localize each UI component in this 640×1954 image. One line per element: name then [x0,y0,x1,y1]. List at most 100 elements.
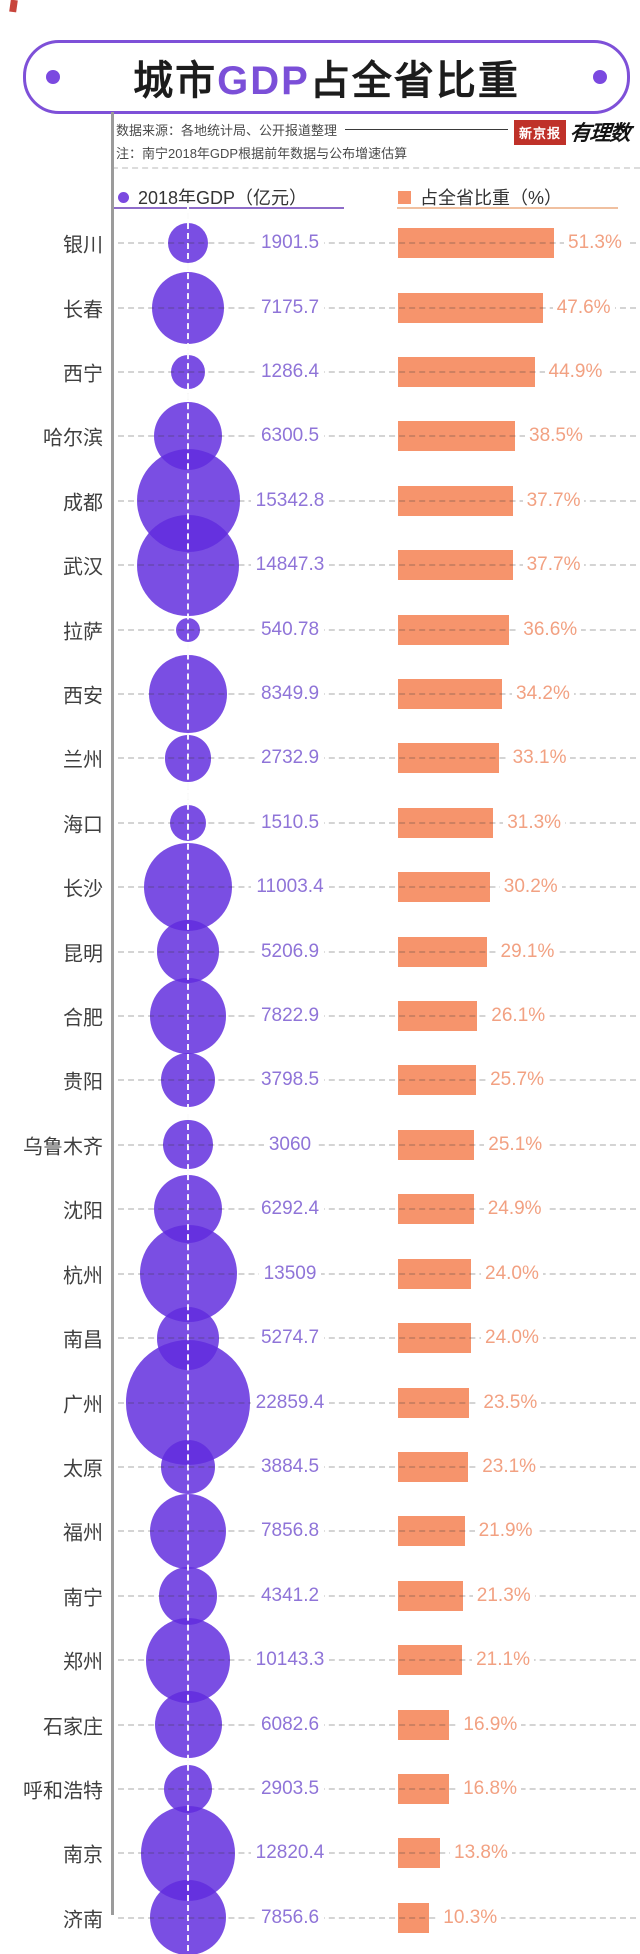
share-value: 13.8% [450,1842,512,1864]
gdp-value: 6300.5 [229,425,351,447]
axis-line [111,112,114,1915]
share-value: 23.1% [478,1455,541,1478]
city-label: 海口 [63,814,103,837]
gdp-value: 2732.9 [229,747,351,769]
share-value: 24.0% [481,1262,543,1285]
row: 成都 15342.8 37.7% [0,449,640,553]
row: 贵阳 3798.5 25.7% [0,1048,640,1112]
city-label: 长沙 [63,878,103,901]
share-bar [398,743,499,774]
gdp-value: 22859.4 [229,1391,351,1414]
title-highlight: GDP [217,59,310,103]
share-bar [398,936,487,967]
share-value: 10.3% [439,1906,502,1929]
share-value: 51.3% [564,232,626,254]
city-label: 西安 [63,685,103,708]
share-value: 47.6% [552,296,615,319]
row: 长沙 11003.4 30.2% [0,843,640,932]
gdp-value: 7856.6 [229,1906,351,1929]
row: 南宁 4341.2 21.3% [0,1564,640,1628]
share-bar [398,1709,450,1740]
row: 广州 22859.4 23.5% [0,1340,640,1465]
legend-gdp: 2018年GDP（亿元） [118,184,307,210]
share-bar [398,1065,477,1096]
row-leader-line [118,1272,636,1275]
share-value: 21.3% [472,1584,535,1607]
title-suffix: 占全省比重 [309,59,520,103]
legend-gdp-underline [114,207,344,209]
row-leader-line [118,371,636,374]
row: 银川 1901.5 51.3% [0,211,640,275]
gdp-value: 8349.9 [229,683,351,705]
share-value: 31.3% [503,811,566,834]
share-bar [398,1001,478,1032]
city-label: 武汉 [63,556,103,579]
share-bar [398,1645,463,1676]
share-value: 38.5% [525,425,587,447]
row-leader-line [118,1143,636,1146]
share-bar [398,228,554,259]
share-bar [398,550,513,581]
row: 武汉 14847.3 37.7% [0,514,640,616]
row: 兰州 2732.9 33.1% [0,726,640,790]
row: 昆明 5206.9 29.1% [0,919,640,983]
city-label: 合肥 [63,1007,103,1030]
gdp-value: 7822.9 [229,1005,351,1027]
row-leader-line [118,1401,636,1404]
city-label: 成都 [63,492,103,515]
gdp-value: 7175.7 [229,296,351,319]
share-value: 16.9% [459,1713,522,1736]
source-line: 数据来源：各地统计局、公开报道整理 [116,120,508,139]
row: 西宁 1286.4 44.9% [0,340,640,404]
gdp-value: 6082.6 [229,1713,351,1736]
row-leader-line [118,1530,636,1533]
row-leader-line [118,499,636,502]
row: 拉萨 540.78 36.6% [0,597,640,661]
row: 海口 1510.5 31.3% [0,791,640,855]
row-leader-line [118,1015,636,1018]
legend-gdp-label: 2018年GDP（亿元） [138,188,308,208]
gdp-value: 1286.4 [229,361,351,383]
row-leader-line [118,306,636,309]
share-bar [398,1451,469,1482]
row-leader-line [118,1852,636,1855]
share-bar [398,679,502,710]
row-leader-line [118,821,636,824]
row: 济南 7856.6 10.3% [0,1880,640,1954]
row-leader-line [118,1787,636,1790]
title-box: 城市GDP占全省比重 [23,40,630,114]
share-bar [398,1902,430,1933]
title-left-dot-icon [46,70,60,84]
row: 合肥 7822.9 26.1% [0,978,640,1054]
bubble-axis-dashed-white [187,203,189,1951]
row-leader-line [118,1208,636,1211]
row: 南昌 5274.7 24.0% [0,1306,640,1370]
row-leader-line [118,950,636,953]
separator-dashed [112,167,640,169]
share-bar [398,1129,475,1160]
share-bar [398,1323,471,1354]
gdp-value: 5274.7 [229,1327,351,1349]
share-bar [398,357,535,388]
gdp-value: 14847.3 [229,554,351,576]
share-value: 33.1% [508,747,571,769]
share-value: 30.2% [499,876,562,898]
row-leader-line [118,1337,636,1340]
row-leader-line [118,1465,636,1468]
city-label: 南昌 [63,1329,103,1352]
gdp-value: 12820.4 [229,1842,351,1864]
share-value: 25.1% [484,1133,547,1156]
city-label: 乌鲁木齐 [23,1136,103,1159]
source-rule [345,129,508,130]
city-label: 南京 [63,1844,103,1867]
row: 呼和浩特 2903.5 16.8% [0,1757,640,1821]
gdp-value: 3060 [229,1133,351,1156]
row: 福州 7856.8 21.9% [0,1493,640,1569]
city-label: 拉萨 [63,621,103,644]
city-label: 杭州 [63,1265,103,1288]
rows: 银川 1901.5 51.3% 长春 7175.7 47.6% 西宁 1286.… [0,203,640,1954]
city-label: 西宁 [63,363,103,386]
share-bar [398,421,515,452]
city-label: 太原 [63,1458,103,1481]
legend-share-label: 占全省比重（%） [420,188,563,208]
